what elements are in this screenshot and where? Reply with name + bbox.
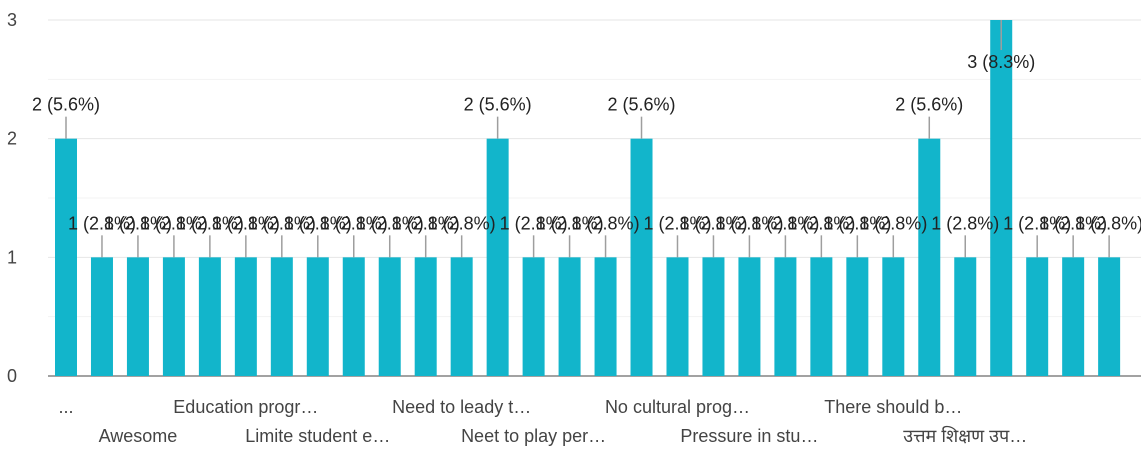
bar <box>774 257 797 376</box>
data-label: 3 (8.3%) <box>967 52 1035 72</box>
data-label: 1 (2.8%) <box>428 213 496 233</box>
data-label: 1 (2.8%) <box>392 213 460 233</box>
data-label: 1 (2.8%) <box>536 213 604 233</box>
bar <box>1062 257 1085 376</box>
bar <box>882 257 905 376</box>
data-label: 1 (2.8%) <box>931 213 999 233</box>
x-tick-label: Education progr… <box>173 397 318 417</box>
bar <box>594 257 617 376</box>
x-tick-label: Pressure in stu… <box>680 426 818 446</box>
bar <box>990 20 1013 376</box>
x-tick-label: Need to leady t… <box>392 397 531 417</box>
data-label: 1 (2.8%) <box>248 213 316 233</box>
data-label: 1 (2.8%) <box>140 213 208 233</box>
bar <box>522 257 545 376</box>
y-tick-label: 2 <box>7 129 17 149</box>
bar <box>90 257 113 376</box>
data-label: 2 (5.6%) <box>895 95 963 115</box>
x-tick-label: No cultural prog… <box>605 397 750 417</box>
data-label: 1 (2.8%) <box>176 213 244 233</box>
data-label: 1 (2.8%) <box>715 213 783 233</box>
data-label: 1 (2.8%) <box>1039 213 1107 233</box>
data-label: 2 (5.6%) <box>464 95 532 115</box>
bar <box>918 138 941 376</box>
bar <box>234 257 257 376</box>
data-labels: 2 (5.6%)1 (2.8%)1 (2.8%)1 (2.8%)1 (2.8%)… <box>32 20 1141 258</box>
y-tick-label: 3 <box>7 10 17 30</box>
data-label: 1 (2.8%) <box>751 213 819 233</box>
data-label: 2 (5.6%) <box>32 95 100 115</box>
data-label: 1 (2.8%) <box>679 213 747 233</box>
bar <box>846 257 869 376</box>
bar <box>810 257 833 376</box>
x-tick-label: There should b… <box>824 397 962 417</box>
data-label: 1 (2.8%) <box>787 213 855 233</box>
bar <box>954 257 977 376</box>
y-tick-label: 1 <box>7 247 17 267</box>
bar <box>450 257 473 376</box>
bar <box>558 257 581 376</box>
bars <box>55 20 1121 376</box>
bar <box>306 257 329 376</box>
data-label: 1 (2.8%) <box>284 213 352 233</box>
data-label: 1 (2.8%) <box>320 213 388 233</box>
bar <box>126 257 149 376</box>
data-label: 2 (5.6%) <box>608 95 676 115</box>
bar <box>486 138 509 376</box>
data-label: 1 (2.8%) <box>572 213 640 233</box>
data-label: 1 (2.8%) <box>212 213 280 233</box>
data-label: 1 (2.8%) <box>1003 213 1071 233</box>
data-label: 1 (2.8%) <box>500 213 568 233</box>
bar <box>378 257 401 376</box>
data-label: 1 (2.8%) <box>1075 213 1141 233</box>
bar <box>162 257 185 376</box>
y-tick-label: 0 <box>7 366 17 386</box>
bar <box>55 138 77 376</box>
bar <box>342 257 365 376</box>
x-tick-label: उत्तम शिक्षण उप… <box>903 425 1027 446</box>
bar <box>666 257 689 376</box>
data-label: 1 (2.8%) <box>643 213 711 233</box>
data-label: 1 (2.8%) <box>823 213 891 233</box>
x-tick-label: Limite student e… <box>245 426 390 446</box>
gridlines <box>48 19 1141 377</box>
data-label: 1 (2.8%) <box>68 213 136 233</box>
x-axis-tick-labels: ... Awesome Education progr… Limite student… <box>58 397 1027 446</box>
data-label: 1 (2.8%) <box>356 213 424 233</box>
bar <box>270 257 293 376</box>
bar <box>630 138 653 376</box>
x-tick-label: Awesome <box>99 426 178 446</box>
data-label: 1 (2.8%) <box>859 213 927 233</box>
bar <box>198 257 221 376</box>
bar <box>702 257 725 376</box>
bar <box>414 257 437 376</box>
bar <box>1026 257 1049 376</box>
data-label: 1 (2.8%) <box>104 213 172 233</box>
bar <box>1098 257 1121 376</box>
bar <box>738 257 761 376</box>
x-tick-label: ... <box>58 397 73 417</box>
x-tick-label: Neet to play per… <box>461 426 606 446</box>
y-axis-tick-labels: 0 1 2 3 <box>7 10 17 386</box>
